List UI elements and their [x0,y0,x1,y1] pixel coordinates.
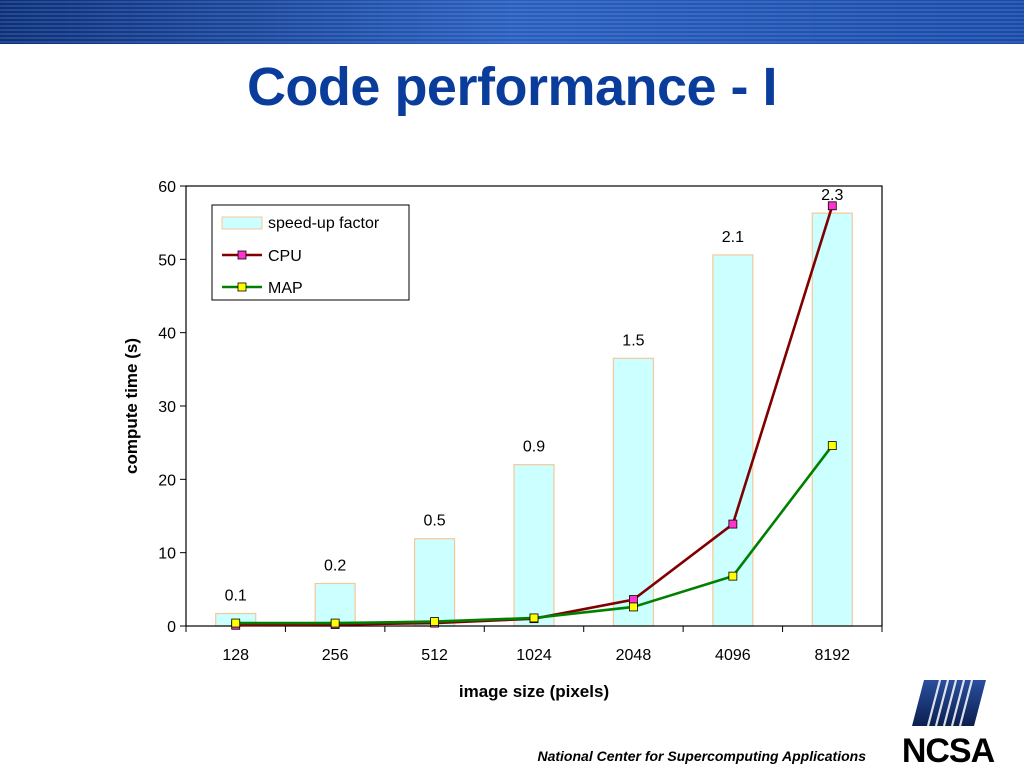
bar-data-label: 0.1 [225,588,247,605]
bar [612,357,655,627]
x-tick-label: 8192 [814,647,850,664]
logo-text: NCSA [902,732,995,768]
bar [712,254,754,627]
point-cpu [827,201,837,211]
x-axis-title: image size (pixels) [459,682,609,701]
bar [811,212,853,627]
point-map [529,613,539,623]
y-axis-title: compute time (s) [122,338,141,474]
bar-data-label: 0.9 [523,439,545,456]
legend-label: speed-up factor [268,215,380,232]
legend-label: MAP [268,280,303,297]
y-tick-label: 0 [167,619,176,636]
y-tick-label: 50 [158,252,176,269]
bar-data-label: 2.3 [821,187,843,204]
x-tick-label: 2048 [616,647,652,664]
x-tick-label: 1024 [516,647,552,664]
bar-data-label: 0.2 [324,557,346,574]
logo-mark-icon [912,679,986,727]
x-tick-label: 4096 [715,647,751,664]
footer-text: National Center for Supercomputing Appli… [537,748,866,764]
y-tick-label: 20 [158,472,176,489]
point-map [827,441,837,451]
bar-data-label: 2.1 [722,229,744,246]
slide-title: Code performance - I [246,57,778,117]
y-tick-label: 10 [158,546,176,563]
bar [413,538,456,627]
y-tick-label: 30 [158,399,176,416]
point-map [629,602,638,612]
point-cpu [728,519,738,529]
x-tick-label: 128 [222,647,249,664]
x-tick-label: 512 [421,647,448,664]
legend-marker-map [237,282,247,292]
ncsa-logo: NCSA [902,679,996,768]
y-tick-label: 60 [158,179,176,196]
point-cpu [629,595,638,604]
point-map [231,618,241,628]
point-map [430,617,439,626]
legend-swatch-speed-up [221,216,263,230]
header-banner [0,0,1024,44]
point-map [728,571,738,581]
legend-label: CPU [268,248,302,265]
legend-marker-cpu [237,250,247,260]
point-map [330,618,340,628]
x-tick-label: 256 [322,647,349,664]
bar [513,464,555,627]
bar-data-label: 0.5 [423,513,445,530]
bar-data-label: 1.5 [622,332,644,349]
y-tick-label: 40 [158,326,176,343]
